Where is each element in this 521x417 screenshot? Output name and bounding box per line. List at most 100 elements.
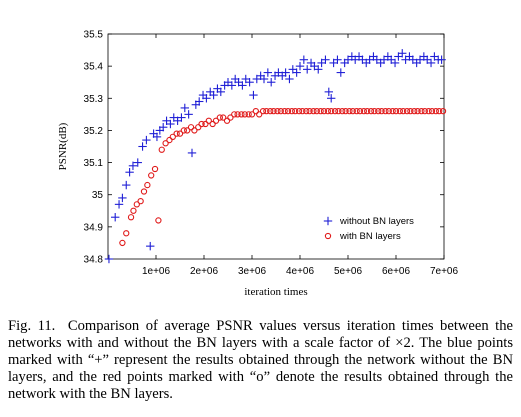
data-point-with-bn: [173, 130, 180, 137]
data-point-with-bn: [364, 107, 371, 115]
data-point-with-bn: [281, 107, 288, 115]
y-tick-label: 35.3: [84, 94, 104, 105]
data-point-without-bn: [159, 123, 168, 132]
data-point-without-bn: [138, 142, 147, 151]
data-point-without-bn: [249, 90, 258, 100]
data-point-with-bn: [396, 107, 403, 115]
plot-area-frame: [107, 33, 445, 260]
data-point-with-bn: [375, 107, 382, 115]
data-point-without-bn: [111, 213, 120, 222]
data-point-with-bn: [259, 107, 267, 115]
data-point-with-bn: [389, 107, 396, 115]
data-point-with-bn: [342, 107, 349, 115]
data-point-without-bn: [166, 119, 175, 129]
data-point-with-bn: [220, 114, 227, 121]
data-point-without-bn: [125, 168, 134, 177]
data-point-without-bn: [227, 81, 237, 90]
data-point-with-bn: [306, 107, 313, 115]
data-point-with-bn: [367, 107, 375, 115]
data-point-with-bn: [421, 107, 428, 115]
data-point-with-bn: [238, 111, 245, 118]
data-point-with-bn: [256, 111, 263, 118]
data-point-without-bn: [437, 55, 446, 64]
data-point-without-bn: [259, 74, 269, 84]
data-point-with-bn: [432, 107, 439, 115]
data-point-with-bn: [331, 107, 339, 115]
data-point-with-bn: [339, 107, 346, 115]
data-point-with-bn: [439, 107, 447, 115]
x-tick-label: 3e+06: [238, 266, 267, 277]
y-tick-label: 34.9: [84, 222, 104, 233]
data-point-without-bn: [187, 148, 197, 158]
y-axis-label: PSNR(dB): [57, 122, 69, 170]
data-point-with-bn: [248, 111, 256, 118]
data-point-without-bn: [336, 68, 345, 77]
data-point-with-bn: [133, 201, 140, 208]
data-point-with-bn: [140, 188, 148, 195]
data-point-with-bn: [400, 107, 407, 115]
data-point-with-bn: [263, 107, 270, 115]
figure-caption: Fig. 11. Comparison of average PSNR valu…: [8, 318, 513, 403]
data-point-with-bn: [151, 165, 159, 173]
data-point-with-bn: [353, 107, 360, 115]
data-point-with-bn: [428, 107, 436, 115]
data-point-without-bn: [398, 49, 407, 58]
data-point-with-bn: [162, 140, 169, 147]
data-point-with-bn: [191, 127, 198, 134]
y-tick-label: 35: [92, 190, 104, 201]
data-point-with-bn: [324, 107, 331, 115]
data-point-without-bn: [333, 55, 342, 64]
psnr-scatter-chart: 1e+06 2e+06 3e+06 4e+06 5e+06 6e+06 7e+06 34.8 3…: [57, 30, 459, 299]
legend-marker-circle: [324, 232, 332, 240]
data-point-without-bn: [104, 254, 114, 264]
data-point-with-bn: [127, 214, 135, 221]
data-point-with-bn: [231, 111, 238, 118]
data-point-without-bn: [292, 68, 301, 77]
y-tick-label: 35.4: [84, 62, 104, 73]
data-point-without-bn: [209, 90, 218, 100]
data-point-with-bn: [166, 136, 173, 144]
data-point-without-bn: [324, 87, 333, 97]
data-point-with-bn: [360, 107, 367, 115]
data-point-with-bn: [148, 172, 155, 179]
data-point-without-bn: [133, 158, 142, 167]
x-tick-label: 4e+06: [286, 266, 315, 277]
data-point-with-bn: [187, 124, 195, 131]
data-point-with-bn: [288, 107, 295, 115]
data-point-with-bn: [414, 107, 421, 115]
data-point-without-bn: [295, 61, 305, 71]
legend-circle-symbol: [324, 232, 332, 240]
data-point-with-bn: [223, 117, 231, 124]
legend-plus-symbol: [323, 216, 333, 226]
data-point-with-bn: [284, 107, 292, 115]
data-point-with-bn: [346, 107, 353, 115]
legend-marker-plus: [323, 216, 333, 226]
data-point-with-bn: [158, 146, 165, 153]
x-tick-label: 2e+06: [190, 266, 219, 277]
legend-box: [318, 212, 436, 246]
data-point-without-bn: [114, 200, 124, 209]
data-point-with-bn: [320, 107, 328, 115]
data-point-with-bn: [205, 117, 212, 124]
data-point-with-bn: [130, 207, 137, 214]
data-point-without-bn: [327, 94, 336, 103]
y-tick-label: 35.5: [84, 30, 104, 41]
data-point-with-bn: [317, 107, 324, 115]
data-point-with-bn: [202, 120, 209, 128]
data-point-with-bn: [403, 107, 411, 115]
data-point-with-bn: [267, 107, 274, 115]
data-point-with-bn: [119, 239, 126, 247]
data-point-with-bn: [270, 107, 277, 115]
data-point-without-bn: [195, 97, 204, 106]
data-point-without-bn: [245, 78, 254, 87]
x-tick-label: 7e+06: [430, 266, 459, 277]
x-tick-label: 1e+06: [142, 266, 171, 277]
data-point-without-bn: [426, 58, 436, 68]
data-point-without-bn: [142, 135, 151, 145]
data-point-with-bn: [411, 107, 418, 115]
x-tick-label: 5e+06: [334, 266, 363, 277]
data-point-without-bn: [299, 55, 309, 64]
data-point-with-bn: [378, 107, 385, 115]
data-point-without-bn: [184, 110, 193, 119]
data-point-with-bn: [216, 114, 223, 121]
